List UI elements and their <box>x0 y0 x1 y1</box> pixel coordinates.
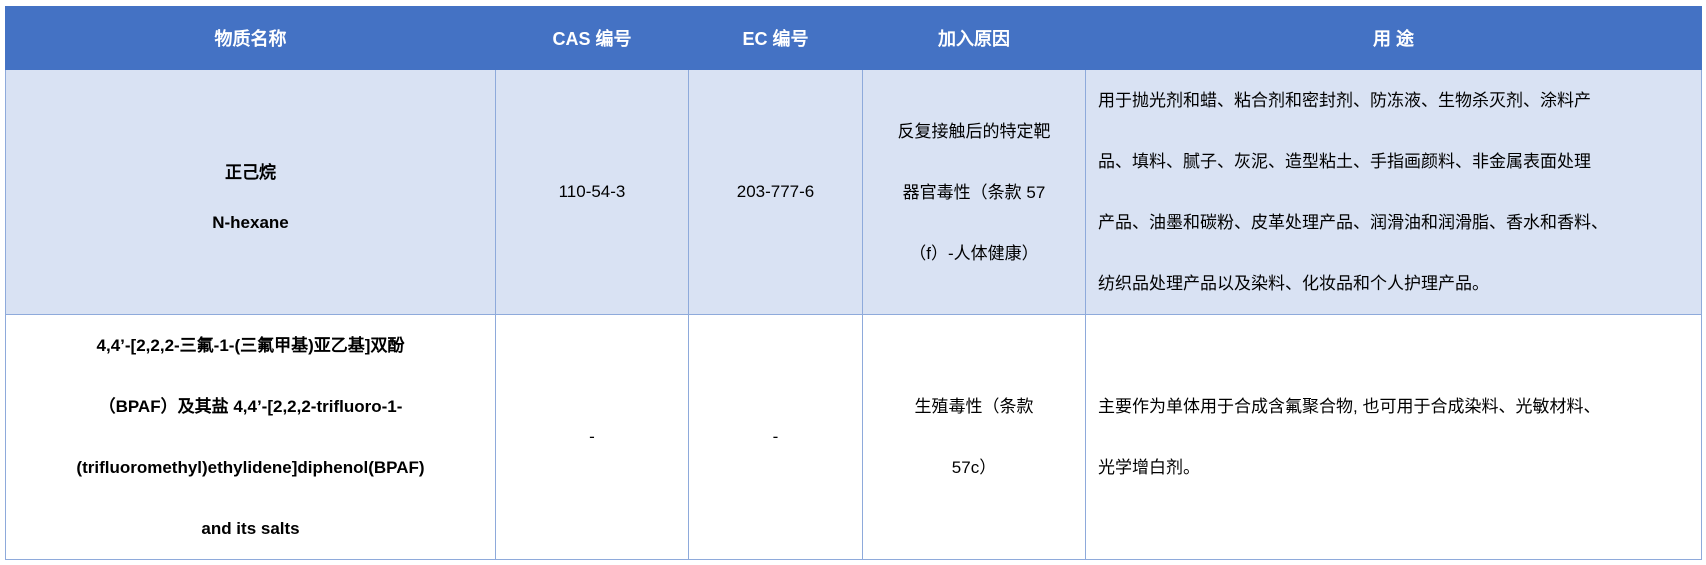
uses-line: 纺织品处理产品以及染料、化妆品和个人护理产品。 <box>1098 274 1489 293</box>
substance-name-line: and its salts <box>201 519 300 538</box>
substance-name-cn: 正己烷 <box>225 162 276 182</box>
substance-name-line: 4,4’-[2,2,2-三氟-1-(三氟甲基)亚乙基]双酚 <box>96 336 405 355</box>
table-row: 4,4’-[2,2,2-三氟-1-(三氟甲基)亚乙基]双酚 （BPAF）及其盐 … <box>5 314 1702 560</box>
reason-cell: 反复接触后的特定靶 器官毒性（条款 57 （f）-人体健康） <box>862 69 1086 315</box>
reason-line: 反复接触后的特定靶 <box>897 121 1051 141</box>
substance-table: 物质名称 CAS 编号 EC 编号 加入原因 用 途 正己烷 N-hexane … <box>5 6 1702 560</box>
reason-line: 生殖毒性（条款 <box>914 397 1034 416</box>
substance-name-line: （BPAF）及其盐 4,4’-[2,2,2-trifluoro-1- <box>98 397 403 416</box>
uses-line: 用于抛光剂和蜡、粘合剂和密封剂、防冻液、生物杀灭剂、涂料产 <box>1098 91 1591 110</box>
cas-cell: - <box>495 314 689 560</box>
reason-line: 器官毒性（条款 57 <box>902 182 1046 202</box>
ec-cell: 203-777-6 <box>688 69 863 315</box>
uses-line: 产品、油墨和碳粉、皮革处理产品、润滑油和润滑脂、香水和香料、 <box>1098 213 1608 232</box>
uses-line: 品、填料、腻子、灰泥、造型粘土、手指画颜料、非金属表面处理 <box>1098 152 1591 171</box>
uses-line: 光学增白剂。 <box>1098 458 1200 477</box>
reason-line: 57c） <box>951 458 997 477</box>
substance-name-en: N-hexane <box>212 212 289 232</box>
uses-cell: 用于抛光剂和蜡、粘合剂和密封剂、防冻液、生物杀灭剂、涂料产 品、填料、腻子、灰泥… <box>1085 69 1702 315</box>
substance-name-line: (trifluoromethyl)ethylidene]diphenol(BPA… <box>76 458 425 477</box>
header-row: 物质名称 CAS 编号 EC 编号 加入原因 用 途 <box>5 6 1702 70</box>
header-ec-no: EC 编号 <box>688 6 863 70</box>
reason-line: （f）-人体健康） <box>909 243 1039 263</box>
cas-cell: 110-54-3 <box>495 69 689 315</box>
header-cas-no: CAS 编号 <box>495 6 689 70</box>
ec-cell: - <box>688 314 863 560</box>
uses-line: 主要作为单体用于合成含氟聚合物, 也可用于合成染料、光敏材料、 <box>1098 397 1601 416</box>
substance-name-cell: 正己烷 N-hexane <box>5 69 496 315</box>
table-row: 正己烷 N-hexane 110-54-3 203-777-6 反复接触后的特定… <box>5 69 1702 315</box>
header-substance-name: 物质名称 <box>5 6 496 70</box>
uses-cell: 主要作为单体用于合成含氟聚合物, 也可用于合成染料、光敏材料、 光学增白剂。 <box>1085 314 1702 560</box>
header-uses: 用 途 <box>1085 6 1702 70</box>
substance-name-cell: 4,4’-[2,2,2-三氟-1-(三氟甲基)亚乙基]双酚 （BPAF）及其盐 … <box>5 314 496 560</box>
header-reason: 加入原因 <box>862 6 1086 70</box>
reason-cell: 生殖毒性（条款 57c） <box>862 314 1086 560</box>
